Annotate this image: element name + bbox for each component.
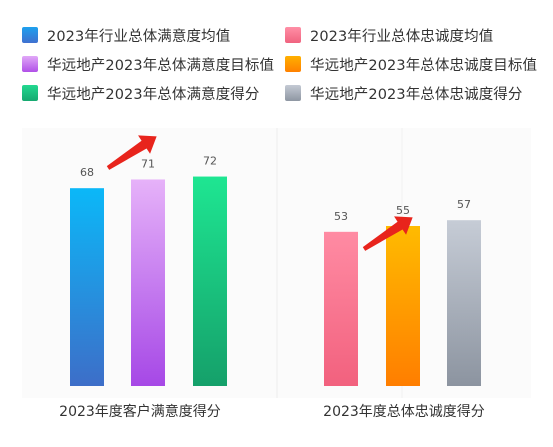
bar [193, 176, 227, 386]
legend: 2023年行业总体满意度均值 2023年行业总体忠诚度均值 华远地产2023年总… [0, 0, 553, 120]
bar-value-label: 71 [141, 157, 155, 170]
legend-label: 华远地产2023年总体忠诚度得分 [310, 86, 523, 103]
trend-arrow-icon [362, 216, 413, 251]
chart-xlabel: 2023年度客户满意度得分 [59, 403, 221, 420]
bar-value-label: 57 [457, 198, 471, 211]
bar [447, 220, 481, 386]
bar [131, 179, 165, 386]
trend-arrow-icon [106, 135, 157, 170]
legend-swatch [22, 56, 38, 72]
legend-item-huayuan-loyalty-target: 华远地产2023年总体忠诚度目标值 [285, 51, 537, 77]
legend-label: 2023年行业总体忠诚度均值 [310, 28, 494, 45]
chart-xlabel: 2023年度总体忠诚度得分 [323, 403, 485, 420]
legend-label: 华远地产2023年总体满意度目标值 [47, 57, 275, 74]
bar-value-label: 72 [203, 155, 217, 168]
legend-label: 华远地产2023年总体忠诚度目标值 [310, 57, 538, 74]
legend-item-industry-loyalty-mean: 2023年行业总体忠诚度均值 [285, 22, 493, 48]
legend-swatch [285, 56, 301, 72]
legend-item-huayuan-satisfaction-score: 华远地产2023年总体满意度得分 [22, 80, 260, 106]
legend-item-huayuan-loyalty-score: 华远地产2023年总体忠诚度得分 [285, 80, 523, 106]
legend-swatch [22, 27, 38, 43]
bar [324, 231, 358, 386]
bar-value-label: 55 [396, 204, 410, 217]
bar-value-label: 68 [80, 166, 94, 179]
legend-swatch [285, 85, 301, 101]
bar [386, 226, 420, 386]
legend-item-industry-satisfaction-mean: 2023年行业总体满意度均值 [22, 22, 230, 48]
legend-label: 2023年行业总体满意度均值 [47, 28, 231, 45]
legend-swatch [285, 27, 301, 43]
legend-label: 华远地产2023年总体满意度得分 [47, 86, 260, 103]
legend-item-huayuan-satisfaction-target: 华远地产2023年总体满意度目标值 [22, 51, 274, 77]
bar-value-label: 53 [334, 210, 348, 223]
bar [70, 188, 104, 386]
legend-swatch [22, 85, 38, 101]
